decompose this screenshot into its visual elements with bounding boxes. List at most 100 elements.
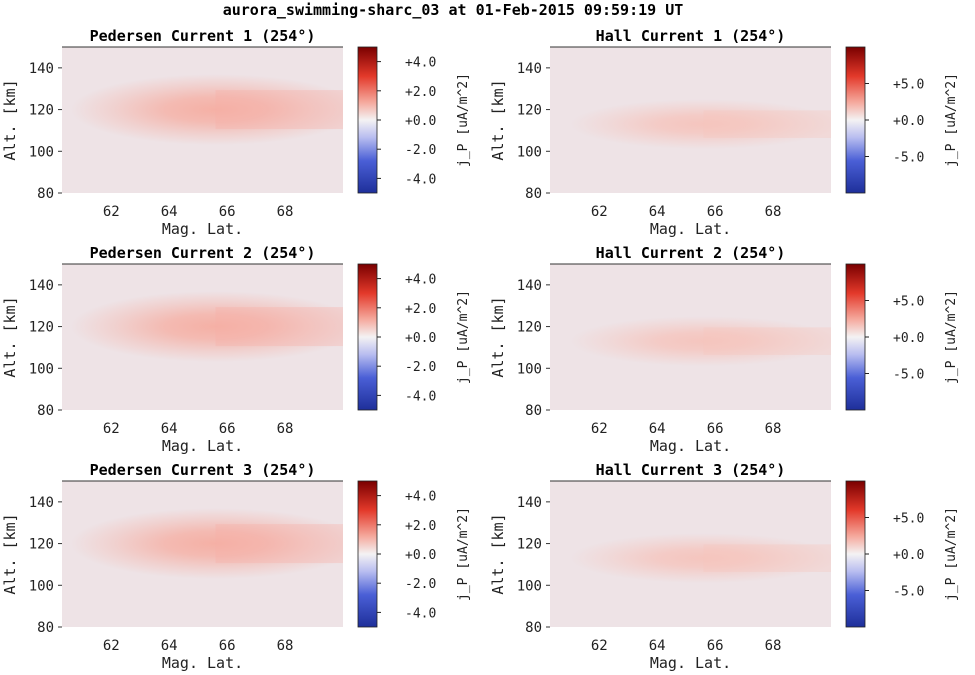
y-tick-label: 120 [517,103,542,119]
x-tick-label: 64 [649,204,666,220]
panel-title: Pedersen Current 3 (254°) [90,461,316,479]
panel-5: Pedersen Current 3 (254°) 80 100 120 140 62 64… [1,461,471,672]
panel-3: Pedersen Current 2 (254°) 80 100 120 140 62 64… [1,244,471,455]
y-tick-label: 80 [525,403,542,419]
x-tick-label: 66 [707,421,724,437]
colorbar-tick-label: +0.0 [405,548,436,563]
colorbar-tick-label: -2.0 [405,360,436,375]
colorbar-tick-label: +0.0 [405,331,436,346]
colorbar-tick-label: +4.0 [405,490,436,505]
panel-6: Hall Current 3 (254°) 80 100 120 140 62 64 66 68… [489,461,959,672]
current-band [703,110,831,138]
y-tick-label: 140 [517,61,542,77]
x-tick-label: 64 [649,638,666,654]
current-peak [570,99,831,150]
x-tick-label: 66 [707,204,724,220]
x-tick-label: 62 [103,421,120,437]
y-axis-label: Alt. [km] [489,513,507,594]
colorbar-tick-label: -4.0 [405,606,436,621]
y-tick-label: 80 [37,620,54,636]
current-peak [570,316,831,367]
colorbar-tick-label: +5.0 [893,295,924,310]
panel-title: Hall Current 1 (254°) [596,27,786,45]
x-tick-label: 68 [765,638,782,654]
colorbar [357,480,378,628]
x-tick-label: 64 [161,421,178,437]
colorbar-tick-label: +0.0 [893,548,924,563]
colorbar-tick-label: +4.0 [405,273,436,288]
colorbar-tick-label: +0.0 [893,114,924,129]
current-band [215,90,343,130]
colorbar-tick-label: +4.0 [405,56,436,71]
panel-1: Pedersen Current 1 (254°) 80 100 120 140 62 64… [1,27,471,238]
current-peak [70,291,343,363]
y-axis-label: Alt. [km] [1,296,19,377]
colorbar [845,46,866,194]
colorbar [357,263,378,411]
x-tick-label: 68 [277,638,294,654]
x-axis-label: Mag. Lat. [162,437,243,455]
y-tick-label: 120 [517,320,542,336]
current-peak [70,74,343,146]
y-axis-label: Alt. [km] [1,79,19,160]
current-peak [570,533,831,584]
y-tick-label: 80 [525,620,542,636]
x-axis-label: Mag. Lat. [650,220,731,238]
colorbar-label: j_P [uA/m^2] [456,507,471,601]
panel-title: Hall Current 2 (254°) [596,244,786,262]
colorbar-tick-label: -5.0 [893,368,924,383]
x-tick-label: 64 [161,204,178,220]
current-band [703,544,831,572]
colorbar-tick-label: -4.0 [405,172,436,187]
y-tick-label: 140 [29,495,54,511]
panel-title: Hall Current 3 (254°) [596,461,786,479]
colorbar-label: j_P [uA/m^2] [456,290,471,384]
current-band [703,327,831,355]
x-tick-label: 64 [161,638,178,654]
y-tick-label: 100 [517,578,542,594]
colorbar-tick-label: -5.0 [893,585,924,600]
current-band [215,524,343,564]
x-tick-label: 66 [219,638,236,654]
y-tick-label: 120 [29,537,54,553]
x-tick-label: 64 [649,421,666,437]
y-tick-label: 100 [517,144,542,160]
x-tick-label: 62 [591,421,608,437]
colorbar-label: j_P [uA/m^2] [944,290,959,384]
x-axis-label: Mag. Lat. [162,220,243,238]
panel-4: Hall Current 2 (254°) 80 100 120 140 62 64 66 68… [489,244,959,455]
x-tick-label: 62 [591,204,608,220]
colorbar [845,480,866,628]
x-tick-label: 68 [277,421,294,437]
y-axis-label: Alt. [km] [489,296,507,377]
colorbar-tick-label: +2.0 [405,519,436,534]
colorbar-tick-label: +0.0 [893,331,924,346]
x-tick-label: 68 [765,204,782,220]
x-tick-label: 62 [103,638,120,654]
y-tick-label: 140 [29,278,54,294]
y-axis-label: Alt. [km] [489,79,507,160]
colorbar-tick-label: +5.0 [893,512,924,527]
x-tick-label: 62 [103,204,120,220]
colorbar-tick-label: +0.0 [405,114,436,129]
x-tick-label: 66 [219,421,236,437]
x-axis-label: Mag. Lat. [162,654,243,672]
y-tick-label: 120 [29,320,54,336]
y-tick-label: 140 [517,495,542,511]
current-band [215,307,343,347]
y-tick-label: 120 [29,103,54,119]
y-tick-label: 140 [29,61,54,77]
colorbar-label: j_P [uA/m^2] [944,507,959,601]
y-tick-label: 140 [517,278,542,294]
x-axis-label: Mag. Lat. [650,654,731,672]
colorbar-tick-label: -4.0 [405,389,436,404]
x-tick-label: 62 [591,638,608,654]
panel-title: Pedersen Current 1 (254°) [90,27,316,45]
colorbar-tick-label: -2.0 [405,577,436,592]
colorbar-label: j_P [uA/m^2] [944,73,959,167]
colorbar-label: j_P [uA/m^2] [456,73,471,167]
y-axis-label: Alt. [km] [1,513,19,594]
y-tick-label: 80 [37,186,54,202]
x-tick-label: 68 [765,421,782,437]
